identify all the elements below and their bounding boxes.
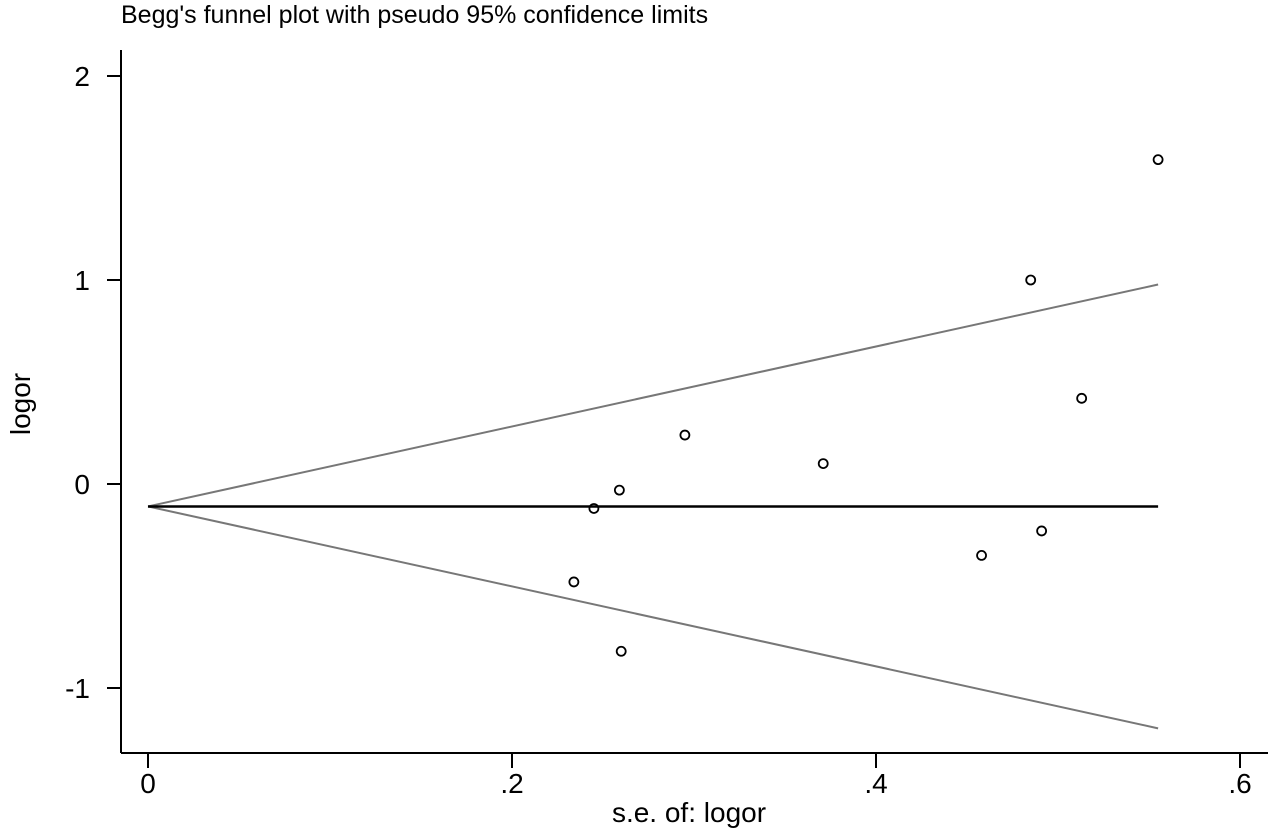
y-tick-label: 2 [74, 61, 90, 92]
study-point [613, 484, 625, 496]
study-point [568, 576, 580, 588]
study-point [588, 503, 600, 514]
x-tick-label: 0 [140, 768, 156, 799]
y-ticks: -1 0 1 2 [65, 61, 121, 704]
study-point [1036, 525, 1048, 537]
study-point [817, 458, 829, 470]
x-tick-label: .4 [864, 768, 887, 799]
study-point [1076, 392, 1088, 404]
study-point [1025, 274, 1037, 286]
y-tick-label: -1 [65, 673, 90, 704]
upper-confidence-limit-line [147, 283, 1159, 508]
study-point [976, 550, 987, 561]
study-point [679, 429, 691, 441]
study-point [1152, 154, 1164, 166]
y-tick-label: 0 [74, 469, 90, 500]
y-axis-label: logor [5, 373, 36, 435]
study-point [615, 645, 627, 657]
x-tick-label: .6 [1228, 768, 1251, 799]
chart-title: Begg's funnel plot with pseudo 95% confi… [121, 1, 708, 29]
series-layer [147, 154, 1164, 730]
y-tick-label: 1 [74, 265, 90, 296]
x-tick-label: .2 [500, 768, 523, 799]
x-axis-label: s.e. of: logor [612, 797, 766, 828]
x-ticks: 0 .2 .4 .6 [140, 753, 1252, 799]
lower-confidence-limit-line [147, 505, 1159, 730]
